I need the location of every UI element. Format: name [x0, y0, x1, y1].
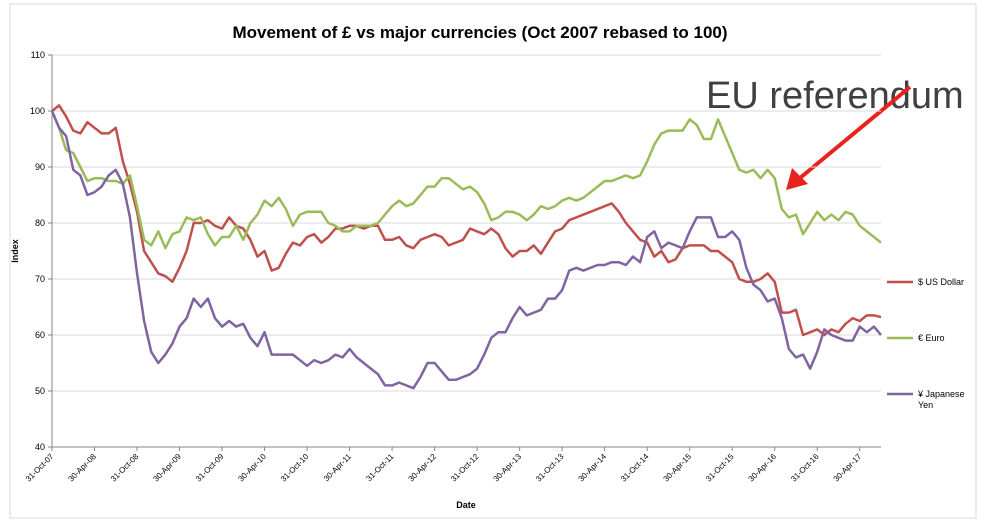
series-line	[50, 110, 882, 250]
y-tick-label: 50	[35, 386, 45, 396]
annotation-arrow	[798, 85, 912, 180]
legend-label: $ US Dollar	[918, 277, 964, 287]
x-axis-title: Date	[456, 500, 476, 510]
y-tick-label: 80	[35, 218, 45, 228]
y-tick-label: 40	[35, 442, 45, 452]
legend-label: € Euro	[918, 333, 945, 343]
y-tick-label: 90	[35, 162, 45, 172]
series-line	[50, 110, 882, 390]
y-tick-label: 60	[35, 330, 45, 340]
legend-label: ¥ Japanese Yen	[917, 389, 965, 410]
chart-title: Movement of £ vs major currencies (Oct 2…	[232, 23, 727, 42]
chart-frame	[9, 3, 977, 519]
y-tick-label: 70	[35, 274, 45, 284]
series-line	[51, 104, 882, 337]
y-axis-title: Index	[10, 239, 20, 263]
annotation: EU referendum	[706, 75, 964, 117]
y-tick-label: 110	[31, 50, 45, 60]
y-tick-label: 100	[30, 106, 45, 116]
annotation-arrowhead	[786, 168, 808, 190]
